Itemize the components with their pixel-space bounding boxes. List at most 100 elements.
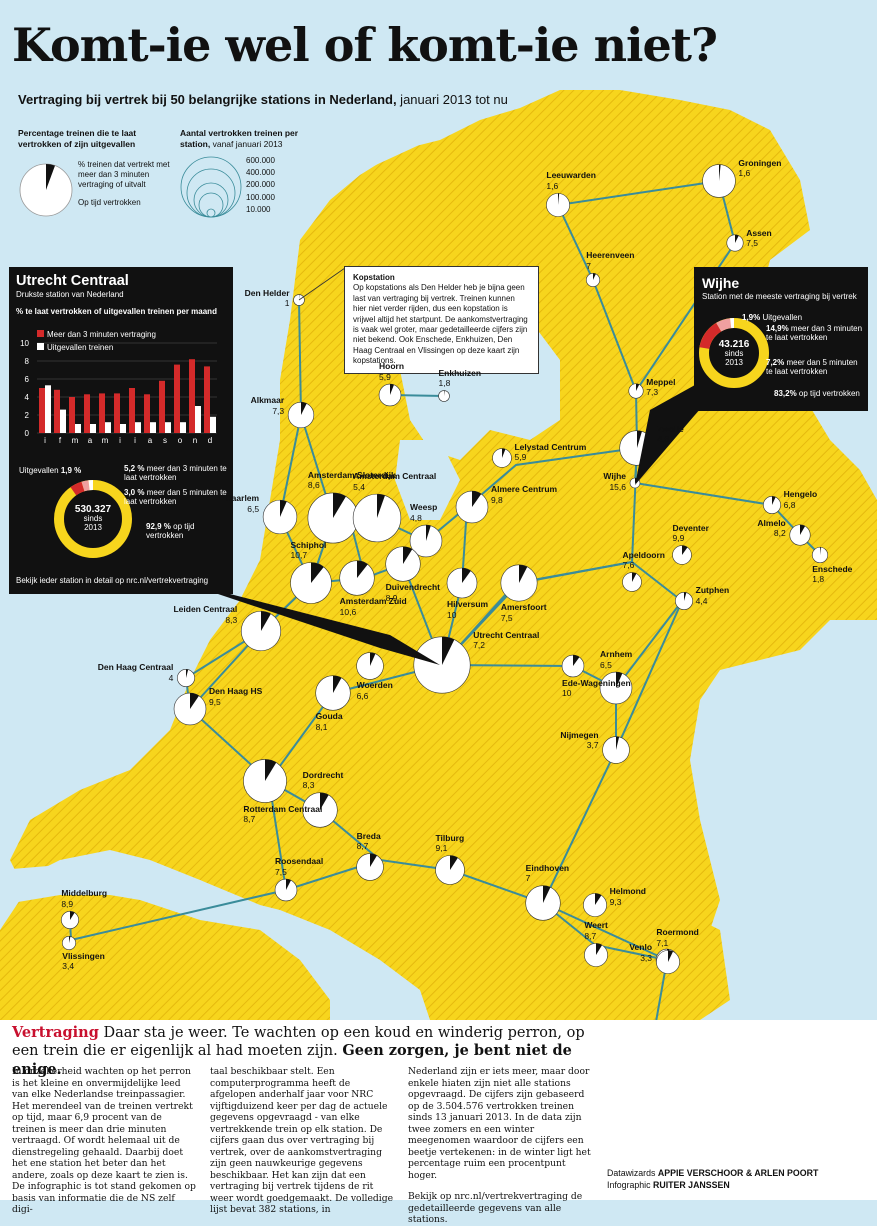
station-pie	[584, 943, 607, 966]
x-tick-label: d	[208, 436, 212, 443]
bar	[39, 388, 45, 433]
station-value: 10,7	[291, 551, 327, 560]
y-tick-label: 0	[25, 429, 30, 438]
station-name: Utrecht Centraal	[473, 631, 539, 640]
utrecht-late3: 5,2 % meer dan 3 minuten te laat vertrok…	[124, 464, 229, 482]
station-value: 1,6	[546, 182, 596, 191]
station-pie	[294, 295, 305, 306]
station-pie	[583, 893, 606, 916]
bar	[180, 422, 186, 433]
x-tick-label: m	[102, 436, 109, 443]
station-value: 7,2	[473, 641, 539, 650]
bar	[165, 422, 171, 433]
station-value: 5,4	[353, 483, 436, 492]
donut-segment	[719, 323, 731, 327]
station-value: 4,4	[696, 597, 730, 606]
station-name: Helmond	[610, 887, 646, 896]
station-value: 8,7	[357, 842, 381, 851]
station-name: Hilversum	[447, 600, 488, 609]
station-pie	[790, 525, 810, 545]
legend-size-value: 10.000	[246, 204, 275, 216]
bar	[54, 390, 60, 433]
wijhe-title: Wijhe	[702, 275, 739, 291]
station-value: 6,6	[357, 692, 393, 701]
station-value: 9,1	[436, 844, 465, 853]
station-pie	[379, 384, 401, 406]
station-value: 4,6	[657, 435, 683, 444]
station-pie	[623, 573, 642, 592]
station-name: Weesp	[410, 503, 437, 512]
station-value: 7	[586, 262, 634, 271]
station-pie	[263, 500, 297, 534]
legend-size: Aantal vertrokken treinen per station, v…	[180, 128, 320, 149]
station-value: 8,3	[173, 616, 237, 625]
x-tick-label: s	[163, 436, 167, 443]
y-tick-label: 4	[25, 393, 30, 402]
station-value: 8,2	[757, 529, 785, 538]
legend-pie-heading: Percentage treinen die te laat vertrokke…	[18, 128, 138, 149]
station-pie	[586, 273, 599, 286]
station-label: Almere Centrum 9,8	[491, 485, 557, 504]
bar	[144, 394, 150, 433]
bar	[114, 393, 120, 433]
station-value: 7,3	[251, 407, 285, 416]
station-value: 9,8	[491, 496, 557, 505]
station-pie	[630, 478, 640, 488]
station-value: 7,5	[746, 239, 772, 248]
station-pie	[353, 494, 401, 542]
station-name: Almere Centrum	[491, 485, 557, 494]
legend-white-label: Uitgevallen treinen	[47, 343, 113, 352]
station-name: Enschede	[812, 565, 852, 574]
station-pie	[456, 491, 488, 523]
station-value: 3,3	[629, 954, 652, 963]
utrecht-box-title: Utrecht Centraal	[16, 273, 129, 289]
station-value: 7,5	[501, 614, 547, 623]
kopstation-title: Kopstation	[353, 273, 530, 283]
article-col-3: Nederland zijn er iets meer, maar door e…	[408, 1066, 593, 1226]
station-name: Den Haag Centraal	[98, 663, 174, 672]
subtitle-bold: Vertraging bij vertrek bij 50 belangrijk…	[18, 92, 397, 107]
station-pie	[316, 676, 351, 711]
bar	[69, 397, 75, 433]
bar	[135, 422, 141, 433]
station-name: Assen	[746, 229, 772, 238]
station-name: Den Haag HS	[209, 687, 262, 696]
y-tick-label: 6	[25, 375, 30, 384]
bar	[159, 381, 165, 433]
bar	[210, 417, 216, 433]
station-name: Leiden Centraal	[173, 605, 237, 614]
station-value: 8,3	[303, 781, 344, 790]
utrecht-late5: 3,0 % meer dan 5 minuten te laat vertrok…	[124, 488, 229, 506]
station-value: 1,6	[738, 169, 781, 178]
legend-size-circles	[180, 156, 242, 218]
legend-size-value: 400.000	[246, 167, 275, 179]
station-value: 7,1	[656, 939, 699, 948]
donut-segment	[83, 485, 89, 486]
utrecht-box: Utrecht Centraal Drukste station van Ned…	[9, 267, 233, 594]
x-tick-label: j	[118, 436, 121, 443]
station-name: Middelburg	[61, 889, 107, 898]
station-pie	[291, 563, 332, 604]
station-value: 7,3	[646, 388, 675, 397]
station-name: Vlissingen	[62, 952, 105, 961]
x-tick-label: a	[148, 436, 153, 443]
y-tick-label: 10	[20, 339, 29, 348]
utrecht-donut-center: 530.327 sinds 2013	[53, 504, 133, 533]
kopstation-text: Op kopstations als Den Helder heb je bij…	[353, 283, 530, 366]
station-value: 6,8	[784, 501, 818, 510]
station-value: 1,8	[812, 575, 852, 584]
